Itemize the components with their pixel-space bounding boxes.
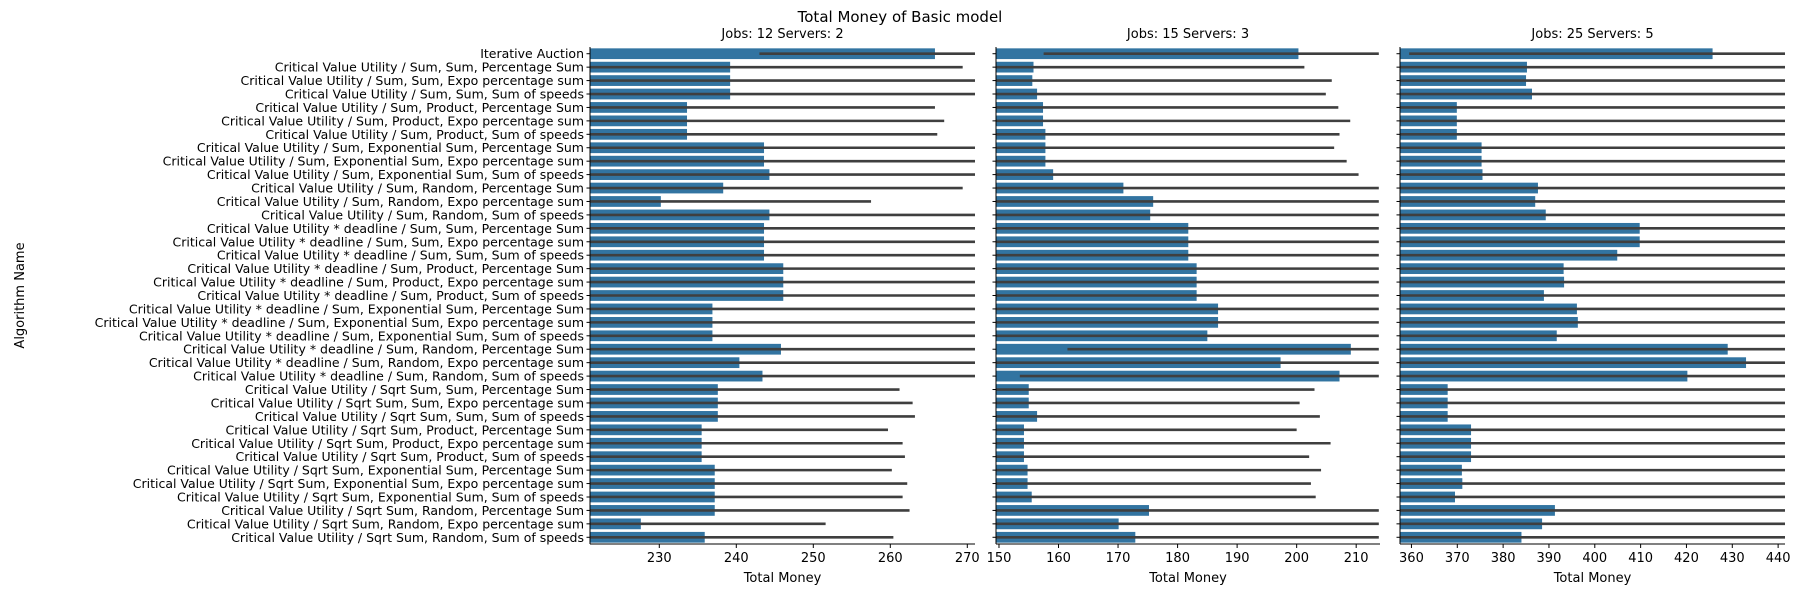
- category-label: Critical Value Utility / Sqrt Sum, Rando…: [231, 530, 584, 545]
- category-label: Critical Value Utility / Sum, Exponentia…: [207, 167, 584, 182]
- x-tick-label: 170: [1106, 551, 1131, 566]
- x-tick-label: 370: [1445, 551, 1470, 566]
- x-tick-label: 210: [1344, 551, 1369, 566]
- x-axis-label: Total Money: [743, 571, 822, 586]
- category-label: Critical Value Utility / Sum, Product, E…: [221, 113, 584, 128]
- category-label: Critical Value Utility / Sum, Sum, Perce…: [275, 60, 584, 75]
- category-label: Critical Value Utility * deadline / Sum,…: [95, 315, 584, 330]
- x-tick-label: 440: [1766, 551, 1791, 566]
- panel-title: Jobs: 12 Servers: 2: [720, 27, 843, 42]
- x-axis-label: Total Money: [1553, 571, 1632, 586]
- category-label: Critical Value Utility * deadline / Sum,…: [193, 369, 584, 384]
- category-label: Critical Value Utility / Sqrt Sum, Sum, …: [255, 409, 584, 424]
- category-label: Iterative Auction: [480, 46, 584, 61]
- category-label: Critical Value Utility * deadline / Sum,…: [217, 248, 584, 263]
- x-tick-label: 260: [878, 551, 903, 566]
- category-label: Critical Value Utility / Sqrt Sum, Sum, …: [211, 395, 584, 410]
- category-label: Critical Value Utility / Sqrt Sum, Expon…: [167, 463, 584, 478]
- category-label: Critical Value Utility / Sum, Random, Pe…: [251, 181, 584, 196]
- category-label: Critical Value Utility / Sqrt Sum, Rando…: [221, 503, 584, 518]
- x-tick-label: 420: [1674, 551, 1699, 566]
- category-label: Critical Value Utility / Sum, Exponentia…: [197, 140, 584, 155]
- x-tick-label: 250: [801, 551, 826, 566]
- x-tick-label: 190: [1225, 551, 1250, 566]
- category-label: Critical Value Utility / Sqrt Sum, Expon…: [133, 476, 584, 491]
- category-label: Critical Value Utility * deadline / Sum,…: [197, 288, 584, 303]
- x-axis-label: Total Money: [1148, 571, 1227, 586]
- category-label: Critical Value Utility / Sum, Random, Ex…: [217, 194, 584, 209]
- category-label: Critical Value Utility / Sqrt Sum, Produ…: [236, 449, 585, 464]
- x-tick-label: 160: [1046, 551, 1071, 566]
- x-tick-label: 180: [1165, 551, 1190, 566]
- x-tick-label: 200: [1284, 551, 1309, 566]
- category-label: Critical Value Utility / Sum, Sum, Sum o…: [285, 87, 584, 102]
- category-label: Critical Value Utility / Sum, Sum, Expo …: [241, 73, 584, 88]
- category-label: Critical Value Utility / Sqrt Sum, Rando…: [187, 516, 584, 531]
- x-tick-label: 430: [1720, 551, 1745, 566]
- category-label: Critical Value Utility * deadline / Sum,…: [187, 261, 584, 276]
- category-label: Critical Value Utility * deadline / Sum,…: [153, 275, 584, 290]
- category-label: Critical Value Utility * deadline / Sum,…: [207, 221, 584, 236]
- x-tick-label: 380: [1491, 551, 1516, 566]
- category-label: Critical Value Utility * deadline / Sum,…: [129, 301, 584, 316]
- category-label: Critical Value Utility * deadline / Sum,…: [149, 355, 584, 370]
- x-tick-label: 230: [647, 551, 672, 566]
- x-tick-label: 360: [1399, 551, 1424, 566]
- x-tick-label: 400: [1582, 551, 1607, 566]
- panel-title: Jobs: 25 Servers: 5: [1530, 27, 1653, 42]
- category-label: Critical Value Utility / Sum, Product, S…: [265, 127, 584, 142]
- x-tick-label: 150: [987, 551, 1012, 566]
- category-label: Critical Value Utility / Sqrt Sum, Sum, …: [245, 382, 584, 397]
- category-label: Critical Value Utility * deadline / Sum,…: [139, 328, 584, 343]
- category-label: Critical Value Utility * deadline / Sum,…: [173, 234, 584, 249]
- category-label: Critical Value Utility / Sqrt Sum, Produ…: [191, 436, 584, 451]
- figure-title: Total Money of Basic model: [797, 8, 1003, 26]
- x-tick-label: 270: [955, 551, 980, 566]
- x-tick-label: 240: [724, 551, 749, 566]
- category-label: Critical Value Utility / Sum, Exponentia…: [163, 154, 584, 169]
- panel-title: Jobs: 15 Servers: 3: [1126, 27, 1249, 42]
- category-label: Critical Value Utility / Sqrt Sum, Expon…: [177, 489, 584, 504]
- category-label: Critical Value Utility / Sum, Random, Su…: [261, 207, 584, 222]
- y-axis-label: Algorithm Name: [13, 242, 28, 348]
- category-label: Critical Value Utility / Sqrt Sum, Produ…: [225, 422, 584, 437]
- category-label: Critical Value Utility * deadline / Sum,…: [183, 342, 584, 357]
- x-tick-label: 390: [1537, 551, 1562, 566]
- x-tick-label: 410: [1628, 551, 1653, 566]
- category-label: Critical Value Utility / Sum, Product, P…: [255, 100, 584, 115]
